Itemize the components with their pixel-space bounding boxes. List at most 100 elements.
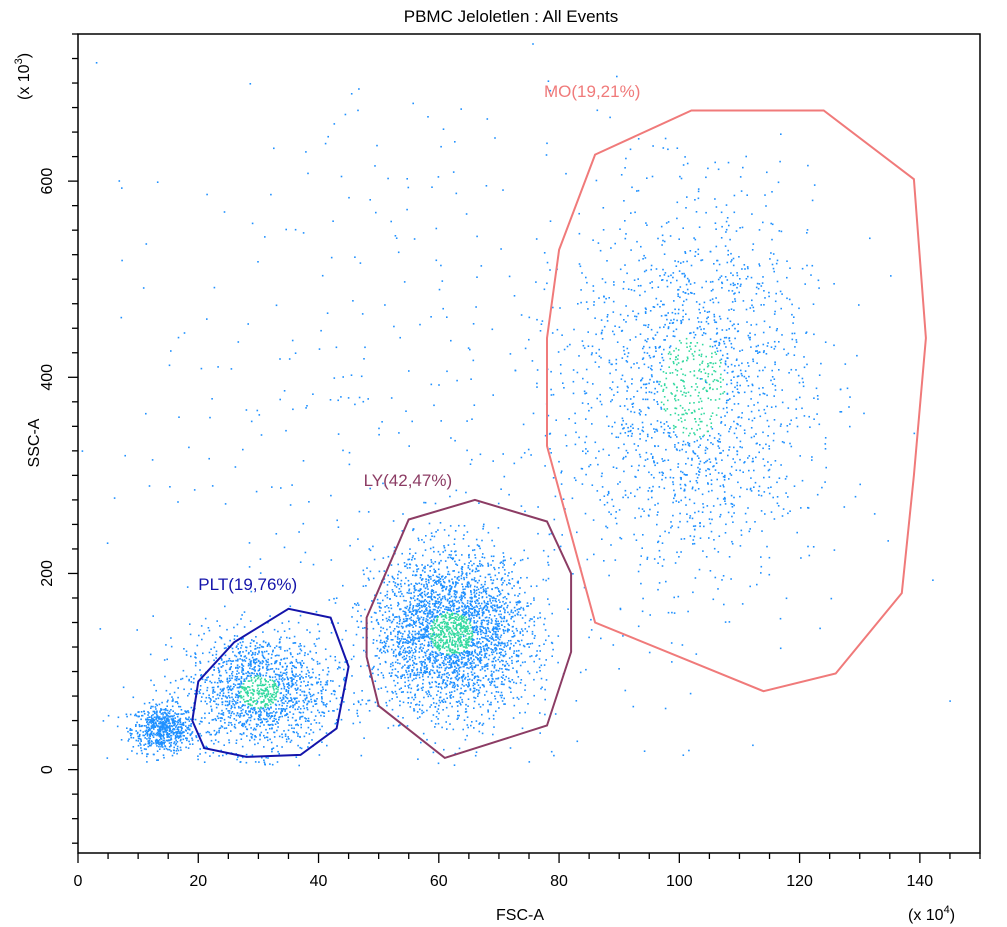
event-point bbox=[150, 732, 153, 734]
event-point bbox=[450, 600, 453, 603]
event-point bbox=[463, 563, 466, 565]
event-point bbox=[474, 570, 477, 573]
event-point bbox=[257, 675, 259, 677]
event-point bbox=[460, 624, 462, 626]
event-point bbox=[237, 643, 239, 645]
event-point bbox=[291, 671, 293, 674]
event-point bbox=[479, 605, 482, 607]
event-point bbox=[156, 725, 159, 728]
event-point bbox=[458, 677, 461, 679]
event-point bbox=[463, 649, 465, 652]
event-point bbox=[495, 639, 497, 641]
event-point bbox=[190, 655, 192, 658]
event-point bbox=[453, 595, 456, 598]
event-point bbox=[454, 650, 456, 652]
event-point bbox=[149, 741, 151, 744]
event-point bbox=[473, 609, 476, 611]
event-point bbox=[281, 710, 283, 713]
event-point bbox=[533, 597, 535, 599]
event-point bbox=[480, 647, 482, 649]
event-point bbox=[185, 711, 188, 714]
event-point bbox=[513, 632, 515, 634]
event-point bbox=[212, 718, 215, 721]
event-point bbox=[218, 731, 220, 734]
event-point bbox=[416, 669, 418, 671]
event-point bbox=[469, 568, 471, 571]
event-point bbox=[360, 615, 362, 617]
event-point bbox=[386, 637, 389, 640]
event-point bbox=[251, 651, 254, 654]
event-point bbox=[533, 620, 536, 623]
event-point bbox=[482, 613, 484, 615]
event-point bbox=[221, 726, 224, 728]
event-point bbox=[517, 580, 519, 583]
event-point bbox=[225, 663, 228, 665]
event-point bbox=[508, 680, 510, 682]
event-point bbox=[429, 570, 431, 572]
event-point bbox=[284, 672, 286, 674]
event-point bbox=[415, 643, 418, 645]
event-point bbox=[166, 727, 168, 729]
event-point bbox=[237, 705, 240, 708]
event-point bbox=[285, 740, 288, 743]
event-point bbox=[408, 670, 410, 672]
event-point bbox=[378, 634, 381, 637]
event-point bbox=[151, 724, 154, 727]
event-point bbox=[452, 672, 454, 674]
event-point bbox=[457, 668, 460, 670]
event-point bbox=[466, 581, 469, 584]
event-point bbox=[321, 711, 323, 713]
event-point bbox=[156, 704, 158, 707]
event-point bbox=[496, 623, 498, 625]
event-point bbox=[288, 738, 290, 740]
event-point bbox=[162, 733, 165, 736]
event-point bbox=[442, 679, 445, 681]
event-point bbox=[164, 728, 166, 730]
event-point bbox=[159, 711, 161, 713]
event-point bbox=[159, 748, 161, 750]
event-point bbox=[334, 722, 337, 725]
event-point bbox=[143, 702, 146, 705]
event-point bbox=[214, 739, 217, 741]
event-point bbox=[423, 696, 425, 699]
event-point bbox=[218, 670, 221, 673]
event-point bbox=[450, 651, 453, 654]
event-point bbox=[140, 747, 142, 749]
event-point bbox=[351, 675, 353, 677]
event-point bbox=[310, 676, 312, 679]
event-point bbox=[439, 580, 442, 583]
event-point bbox=[483, 656, 486, 659]
event-point bbox=[171, 722, 174, 724]
event-point bbox=[272, 680, 275, 683]
event-point bbox=[531, 642, 534, 645]
event-point bbox=[399, 653, 402, 655]
event-point bbox=[458, 658, 460, 661]
event-point bbox=[168, 748, 171, 751]
event-point bbox=[438, 562, 440, 565]
event-point bbox=[215, 653, 218, 656]
event-point bbox=[242, 665, 245, 667]
event-point bbox=[485, 596, 488, 599]
event-point bbox=[435, 602, 437, 604]
event-point bbox=[466, 639, 469, 641]
event-point bbox=[147, 745, 150, 748]
event-point bbox=[478, 613, 480, 616]
event-point bbox=[534, 635, 536, 637]
event-point bbox=[443, 581, 445, 583]
event-point bbox=[521, 617, 524, 619]
event-point bbox=[511, 636, 513, 638]
event-point bbox=[391, 668, 394, 671]
event-point bbox=[399, 648, 402, 650]
event-point bbox=[424, 571, 426, 573]
event-point bbox=[232, 698, 234, 701]
event-point bbox=[147, 724, 150, 726]
event-point bbox=[239, 713, 241, 715]
event-point bbox=[305, 718, 307, 720]
event-point bbox=[183, 735, 185, 737]
event-point bbox=[492, 660, 495, 663]
event-point bbox=[491, 636, 494, 639]
event-point bbox=[203, 632, 205, 635]
event-point bbox=[439, 664, 441, 666]
event-point bbox=[264, 641, 267, 644]
event-point bbox=[168, 722, 171, 724]
